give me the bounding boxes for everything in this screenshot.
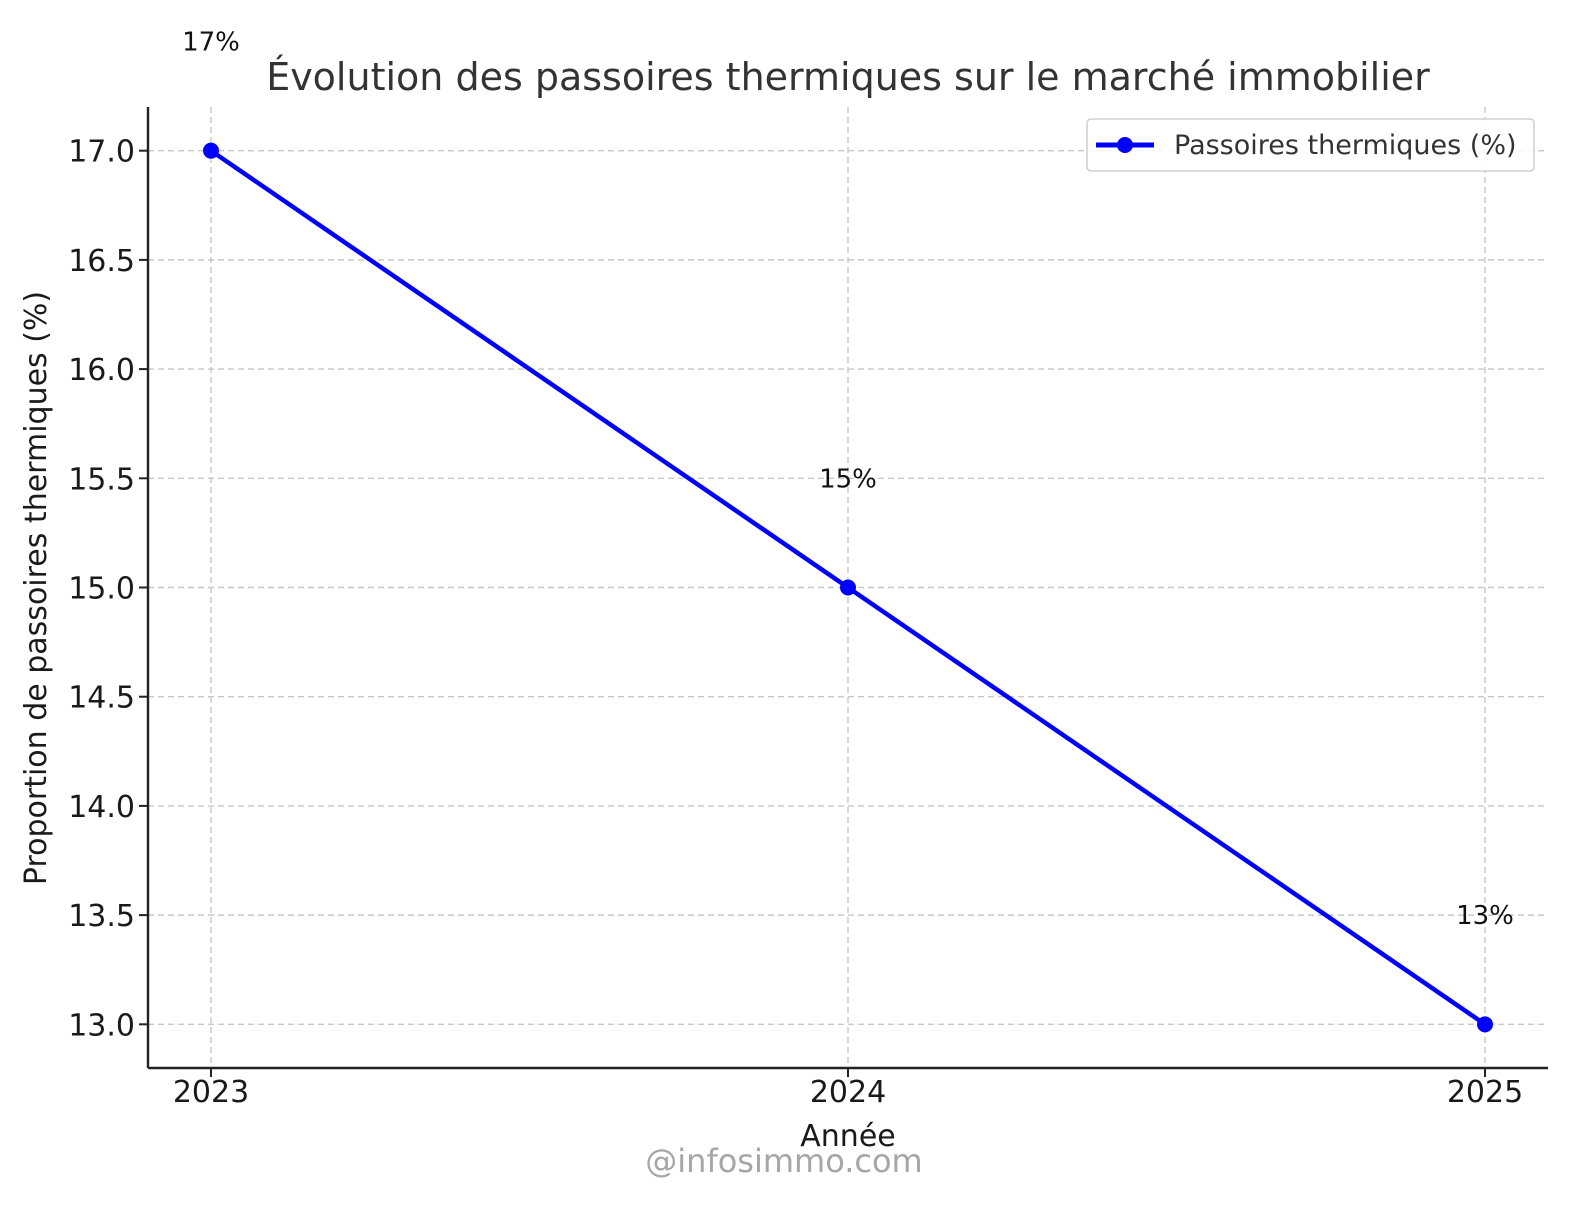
data-label: 13% — [1456, 901, 1514, 931]
y-tick-label: 13.0 — [68, 1008, 135, 1043]
y-tick-label: 15.5 — [68, 462, 135, 497]
y-tick-label: 15.0 — [68, 572, 135, 607]
x-tick-label: 2025 — [1447, 1075, 1523, 1110]
x-tick-label: 2024 — [810, 1075, 886, 1110]
legend: Passoires thermiques (%) — [1086, 118, 1535, 172]
watermark: @infosimmo.com — [645, 1142, 922, 1180]
x-tick-label: 2023 — [173, 1075, 249, 1110]
data-point — [1477, 1016, 1493, 1033]
y-tick-label: 13.5 — [68, 899, 135, 934]
y-tick-label: 16.5 — [68, 244, 135, 279]
data-label: 17% — [182, 27, 240, 57]
ticks-layer: 13.0 13.5 14.0 14.5 15.0 15.5 16.0 16.5 17.0 2023… — [68, 135, 1523, 1110]
chart-title: Évolution des passoires thermiques sur l… — [266, 55, 1430, 99]
data-point — [840, 579, 856, 596]
data-point — [203, 142, 219, 159]
y-axis-label: Proportion de passoires thermiques (%) — [19, 291, 54, 885]
y-tick-label: 17.0 — [68, 135, 135, 170]
x-axis-label: Année — [800, 1119, 895, 1154]
legend-entry-label: Passoires thermiques (%) — [1174, 130, 1517, 161]
y-tick-label: 16.0 — [68, 353, 135, 388]
series-layer — [203, 142, 1493, 1033]
legend-box — [1086, 118, 1535, 172]
legend-marker-swatch — [1117, 137, 1133, 153]
y-tick-label: 14.0 — [68, 790, 135, 825]
y-tick-label: 14.5 — [68, 681, 135, 716]
data-labels-layer: 17% 15% 13% — [182, 27, 1514, 931]
data-label: 15% — [819, 464, 877, 494]
